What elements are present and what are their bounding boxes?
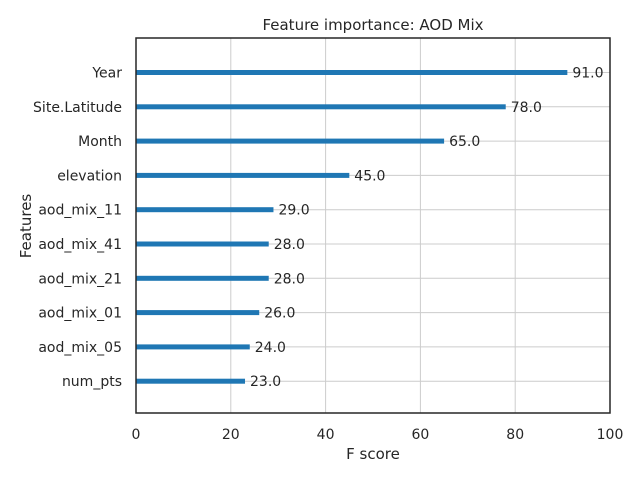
y-tick-label: Year [91, 66, 122, 82]
grid-lines [135, 38, 611, 413]
bar [136, 70, 568, 75]
bar [136, 241, 269, 247]
y-tick-label: Site.Latitude [33, 100, 122, 116]
value-label: 29.0 [278, 203, 309, 219]
value-label: 28.0 [274, 271, 305, 287]
bar [136, 104, 506, 110]
y-tick-label: Month [78, 134, 122, 150]
x-tick-label: 60 [411, 427, 429, 443]
value-labels: 91.0 78.0 65.0 45.0 29.0 28.0 28.0 26.0 24.0 23.0 [250, 66, 603, 391]
value-label: 78.0 [511, 100, 542, 116]
bars [136, 70, 568, 384]
y-tick-label: aod_mix_11 [38, 203, 122, 219]
y-axis-title: Features [17, 194, 35, 259]
value-label: 45.0 [354, 168, 385, 184]
bar [136, 207, 274, 213]
x-tick-label: 100 [597, 427, 624, 443]
value-label: 65.0 [449, 134, 480, 150]
bar [136, 275, 269, 281]
bar [136, 344, 250, 350]
y-tick-label: aod_mix_01 [38, 306, 122, 322]
value-label: 91.0 [572, 66, 603, 82]
x-axis-title: F score [346, 445, 400, 463]
value-label: 26.0 [264, 306, 295, 322]
bar [136, 138, 445, 144]
x-tick-label: 20 [222, 427, 240, 443]
bar [136, 172, 350, 178]
x-tick-label: 0 [132, 427, 141, 443]
y-tick-label: elevation [57, 168, 122, 184]
chart-title: Feature importance: AOD Mix [262, 16, 483, 34]
y-tick-label: aod_mix_05 [38, 340, 122, 356]
x-tick-label: 40 [317, 427, 335, 443]
x-tick-label: 80 [506, 427, 524, 443]
x-tick-labels: 0 20 40 60 80 100 [132, 427, 624, 443]
y-tick-label: aod_mix_41 [38, 237, 122, 253]
y-tick-labels: Year Site.Latitude Month elevation aod_mix_1… [33, 66, 122, 391]
y-tick-label: num_pts [62, 374, 122, 390]
bar [136, 310, 260, 316]
value-label: 24.0 [255, 340, 286, 356]
bar [136, 378, 246, 384]
plot-frame [135, 37, 611, 414]
value-label: 28.0 [274, 237, 305, 253]
y-tick-label: aod_mix_21 [38, 271, 122, 287]
value-label: 23.0 [250, 374, 281, 390]
